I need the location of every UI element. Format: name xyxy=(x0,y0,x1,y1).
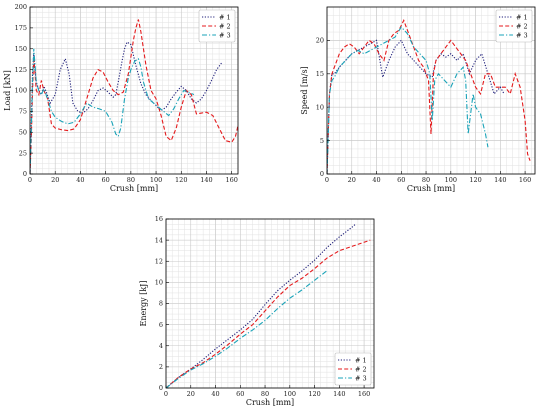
x-tick-label: 20 xyxy=(348,176,356,184)
y-tick-label: 5 xyxy=(320,137,324,145)
x-tick-label: 20 xyxy=(187,390,195,398)
legend-label: # 2 xyxy=(355,365,367,373)
y-tick-label: 200 xyxy=(15,3,27,11)
y-tick-label: 125 xyxy=(15,66,27,74)
y-tick-label: 10 xyxy=(316,103,324,111)
y-tick-label: 2 xyxy=(159,363,163,371)
y-tick-label: 0 xyxy=(320,170,324,178)
y-axis-label: Load [kN] xyxy=(3,70,12,111)
chart-1: 0 20 40 60 80 100 120 140 160 0 25 50 75 100 125 150 175… xyxy=(3,3,239,193)
y-tick-label: 0 xyxy=(159,384,163,392)
y-tick-label: 0 xyxy=(23,170,27,178)
series-line-3 xyxy=(166,270,328,388)
x-tick-label: 100 xyxy=(445,176,457,184)
legend-box xyxy=(495,9,533,43)
plot-frame xyxy=(326,6,536,175)
y-tick-label: 15 xyxy=(316,70,324,78)
series-line-1 xyxy=(327,39,505,174)
chart-3: 0 20 40 60 80 100 120 140 160 0 2 4 6 8 10 12 14 16 Crush … xyxy=(139,215,375,407)
x-tick-label: 80 xyxy=(261,390,269,398)
x-tick-label: 120 xyxy=(308,390,320,398)
series-line-2 xyxy=(30,19,238,174)
legend-label: # 1 xyxy=(516,13,528,21)
y-tick-label: 12 xyxy=(155,257,163,265)
x-tick-label: 40 xyxy=(76,176,84,184)
legend: # 1# 2# 3 xyxy=(334,352,372,386)
x-tick-label: 20 xyxy=(51,176,59,184)
legend-label: # 3 xyxy=(355,374,367,382)
y-tick-label: 6 xyxy=(159,321,163,329)
series-line-3 xyxy=(30,48,195,174)
chart-2: 0 20 40 60 80 100 120 140 160 0 5 10 15 20 Crush [mm] S… xyxy=(300,6,536,193)
x-tick-label: 0 xyxy=(28,176,32,184)
y-tick-label: 25 xyxy=(19,149,27,157)
x-tick-label: 160 xyxy=(358,390,370,398)
y-tick-label: 10 xyxy=(155,279,163,287)
y-tick-label: 75 xyxy=(19,108,27,116)
x-tick-label: 80 xyxy=(422,176,430,184)
y-tick-label: 150 xyxy=(15,45,27,53)
legend-box xyxy=(334,352,372,386)
x-axis-label: Crush [mm] xyxy=(407,184,455,193)
y-tick-label: 50 xyxy=(19,128,27,136)
y-tick-label: 4 xyxy=(159,342,163,350)
x-tick-label: 120 xyxy=(175,176,187,184)
series-group xyxy=(166,223,371,388)
series-line-2 xyxy=(166,239,371,388)
y-axis-label: Speed [m/s] xyxy=(300,66,309,114)
x-tick-label: 140 xyxy=(494,176,506,184)
x-axis-label: Crush [mm] xyxy=(110,184,158,193)
x-tick-label: 160 xyxy=(519,176,531,184)
x-tick-label: 0 xyxy=(164,390,168,398)
legend-label: # 3 xyxy=(516,31,528,39)
legend-box xyxy=(198,9,236,43)
y-tick-label: 100 xyxy=(15,87,27,95)
x-tick-label: 60 xyxy=(397,176,405,184)
series-group xyxy=(327,18,531,174)
y-tick-label: 20 xyxy=(316,37,324,45)
x-tick-label: 100 xyxy=(150,176,162,184)
y-axis-label: Energy [kJ] xyxy=(139,280,148,326)
y-tick-label: 14 xyxy=(155,236,163,244)
x-tick-label: 40 xyxy=(211,390,219,398)
y-tick-label: 16 xyxy=(155,215,163,223)
series-line-1 xyxy=(30,41,223,174)
x-tick-label: 40 xyxy=(372,176,380,184)
x-tick-label: 140 xyxy=(200,176,212,184)
y-tick-label: 8 xyxy=(159,300,163,308)
x-tick-label: 80 xyxy=(127,176,135,184)
x-tick-label: 140 xyxy=(333,390,345,398)
series-group xyxy=(30,19,238,174)
grid xyxy=(165,218,374,389)
x-tick-label: 60 xyxy=(101,176,109,184)
x-tick-label: 0 xyxy=(325,176,329,184)
series-line-1 xyxy=(166,223,356,388)
legend-label: # 2 xyxy=(516,22,528,30)
legend-label: # 1 xyxy=(355,356,367,364)
legend: # 1# 2# 3 xyxy=(495,9,533,43)
x-axis-label: Crush [mm] xyxy=(246,398,294,407)
legend-label: # 1 xyxy=(219,13,231,21)
series-line-3 xyxy=(327,26,489,174)
series-line-2 xyxy=(327,18,531,174)
x-tick-label: 100 xyxy=(284,390,296,398)
legend-label: # 3 xyxy=(219,31,231,39)
x-tick-label: 160 xyxy=(225,176,237,184)
legend: # 1# 2# 3 xyxy=(198,9,236,43)
x-tick-label: 120 xyxy=(469,176,481,184)
legend-label: # 2 xyxy=(219,22,231,30)
y-tick-label: 175 xyxy=(15,24,27,32)
x-tick-label: 60 xyxy=(236,390,244,398)
